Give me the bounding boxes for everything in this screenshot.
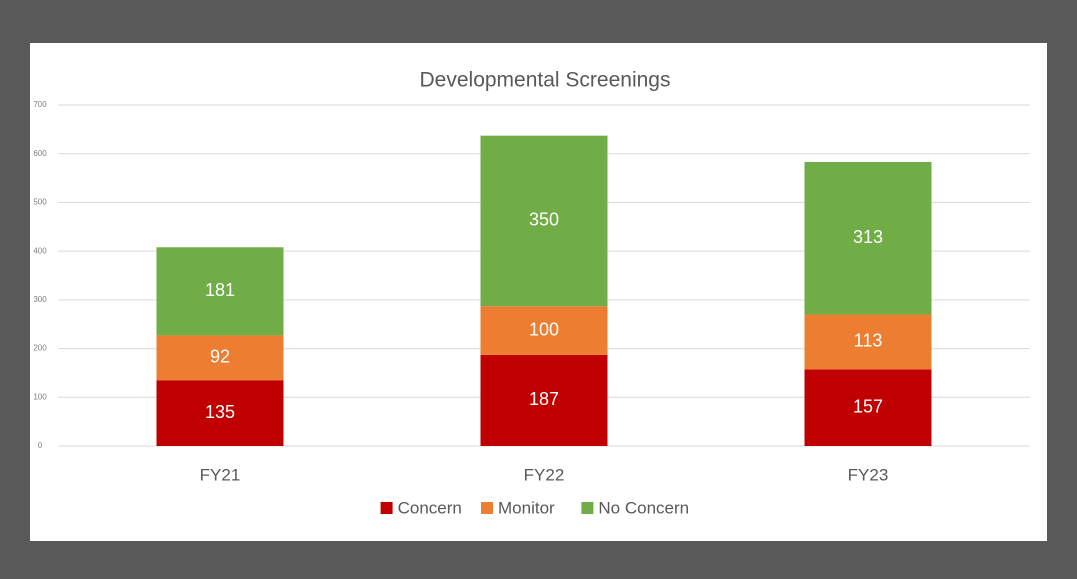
- y-tick-label: 100: [33, 392, 47, 401]
- bar-segment: [480, 306, 608, 355]
- y-tick-label: 0: [38, 441, 43, 450]
- data-label: 157: [853, 397, 883, 417]
- data-label: 113: [854, 331, 883, 351]
- x-tick-label: FY23: [848, 465, 889, 484]
- legend-label: Monitor: [498, 498, 555, 517]
- legend-swatch: [481, 502, 493, 514]
- bar-segment: [804, 161, 932, 315]
- x-tick-label: FY22: [524, 465, 565, 484]
- data-label: 350: [529, 210, 559, 230]
- bar-segment: [156, 380, 284, 446]
- bar-segment: [804, 314, 932, 370]
- y-tick-label: 200: [33, 344, 47, 353]
- chart-title: Developmental Screenings: [420, 69, 671, 92]
- x-tick-label: FY21: [200, 465, 241, 484]
- y-tick-label: 300: [33, 295, 47, 304]
- bar-segment: [480, 135, 608, 307]
- y-tick-label: 400: [33, 246, 47, 255]
- data-label: 92: [210, 347, 230, 367]
- bar-segment: [156, 335, 284, 381]
- bar-segment: [804, 369, 932, 446]
- data-label: 135: [205, 402, 235, 422]
- y-tick-label: 600: [33, 149, 47, 158]
- data-label: 100: [529, 319, 559, 339]
- legend-label: Concern: [398, 498, 462, 517]
- data-label: 313: [853, 227, 883, 247]
- data-label: 187: [529, 389, 559, 409]
- legend-swatch: [581, 502, 594, 514]
- y-tick-label: 500: [33, 198, 47, 207]
- legend-label: No Concern: [598, 498, 689, 517]
- bar-segment: [480, 354, 608, 446]
- y-tick-label: 700: [33, 100, 47, 109]
- bar-segment: [156, 247, 284, 336]
- legend-swatch: [380, 502, 393, 514]
- data-label: 181: [205, 280, 235, 300]
